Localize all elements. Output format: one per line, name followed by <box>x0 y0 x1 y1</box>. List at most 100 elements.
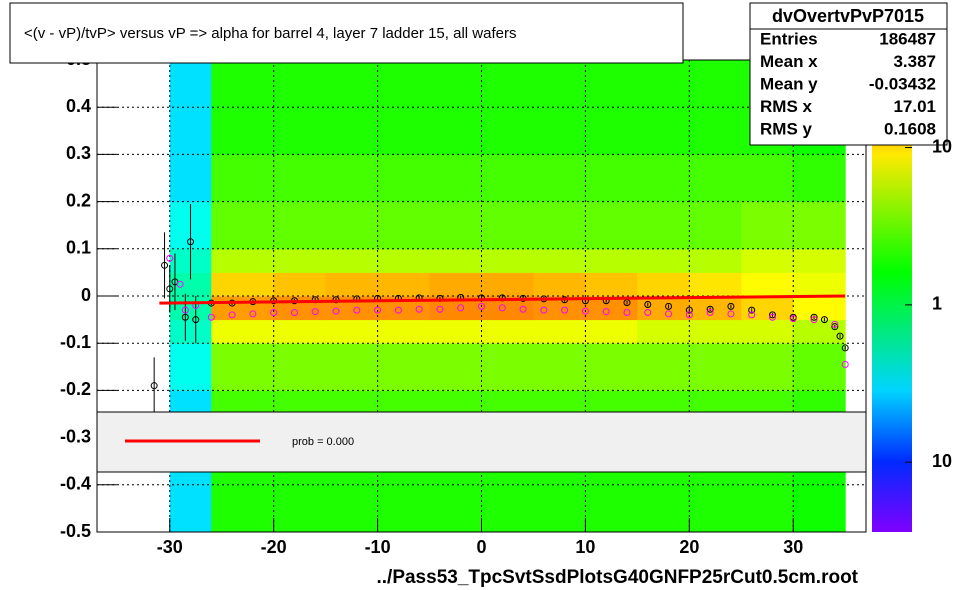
stats-value: 3.387 <box>893 52 936 71</box>
profile-point <box>166 254 174 262</box>
heat-cell <box>273 154 327 203</box>
heat-cell <box>211 319 275 344</box>
heat-cell <box>637 154 690 203</box>
profile-point <box>181 313 189 321</box>
heat-cell <box>325 248 379 273</box>
stats-value: -0.03432 <box>869 74 936 93</box>
heat-cell <box>273 319 327 344</box>
heat-cell <box>481 107 534 155</box>
heat-cell <box>325 107 379 155</box>
heat-cell <box>325 201 379 250</box>
stats-value: 0.1608 <box>884 119 936 138</box>
profile-point <box>623 309 631 317</box>
heat-cell <box>793 272 846 297</box>
heat-cell <box>741 201 794 250</box>
heat-cell <box>741 154 794 203</box>
stats-label: Mean y <box>760 74 818 93</box>
profile-point <box>748 306 756 314</box>
heat-cell <box>481 154 534 203</box>
heat-cell <box>741 272 794 297</box>
stats-title: dvOvertvPvP7015 <box>772 6 924 26</box>
profile-point <box>836 332 844 340</box>
heat-cell <box>533 154 586 203</box>
stats-value: 17.01 <box>893 97 936 116</box>
profile-point <box>181 306 189 314</box>
heat-cell <box>481 201 534 250</box>
x-tick-label: 10 <box>575 537 595 557</box>
heat-cell <box>533 319 586 344</box>
stats-label: RMS x <box>760 97 813 116</box>
profile-point <box>841 344 849 352</box>
profile-point <box>810 316 818 324</box>
profile-point <box>498 304 506 312</box>
heat-cell <box>377 60 431 108</box>
heat-cell <box>793 248 846 273</box>
heat-cell <box>637 319 690 344</box>
profile-point <box>353 306 361 314</box>
profile-point <box>561 306 569 314</box>
y-tick-label: -0.1 <box>60 332 91 352</box>
heat-cell <box>637 248 690 273</box>
heat-cell <box>429 484 482 533</box>
profile-point <box>810 313 818 321</box>
profile-point <box>332 307 340 315</box>
heat-cell <box>273 60 327 108</box>
profile-point <box>789 315 797 323</box>
x-tick-label: 20 <box>679 537 699 557</box>
profile-point <box>519 305 527 313</box>
profile-point <box>166 285 174 293</box>
heat-cell <box>637 484 690 533</box>
profile-point <box>540 306 548 314</box>
heat-cell <box>793 343 846 391</box>
profile-point <box>311 308 319 316</box>
heat-cell <box>741 319 794 344</box>
profile-point <box>768 311 776 319</box>
profile-point <box>665 302 673 310</box>
legend-label: prob = 0.000 <box>292 436 354 448</box>
heat-cell <box>481 319 534 344</box>
stats-box <box>749 2 948 146</box>
heat-cell <box>211 248 275 273</box>
y-tick-label: 0 <box>81 285 91 305</box>
heat-cell <box>211 272 275 297</box>
heat-cell <box>481 272 534 297</box>
profile-point <box>602 308 610 316</box>
heat-cell <box>429 343 482 391</box>
y-tick-label: -0.2 <box>60 379 91 399</box>
heat-cell <box>637 272 690 297</box>
heat-cell <box>533 248 586 273</box>
heat-cell <box>481 60 534 108</box>
profile-point <box>290 309 298 317</box>
heat-cell <box>211 107 275 155</box>
heat-cell <box>211 296 275 321</box>
profile-point <box>831 323 839 331</box>
y-tick-label: -0.5 <box>60 521 91 541</box>
heat-cell <box>585 107 638 155</box>
heat-cell <box>377 201 431 250</box>
stats-value: 186487 <box>879 29 936 48</box>
heat-cell <box>533 60 586 108</box>
heat-cell <box>637 296 690 321</box>
heat-cell <box>533 107 586 155</box>
heat-cell <box>211 343 275 391</box>
heat-cell <box>481 248 534 273</box>
profile-point <box>415 305 423 313</box>
heat-cell <box>793 319 846 344</box>
heat-cell <box>325 484 379 533</box>
y-tick-label: -0.4 <box>60 474 91 494</box>
heat-cell <box>689 60 742 108</box>
profile-point <box>768 313 776 321</box>
x-tick-label: 0 <box>476 537 486 557</box>
heat-cell <box>637 343 690 391</box>
heat-cell <box>533 201 586 250</box>
profile-point <box>270 309 278 317</box>
profile-point <box>644 309 652 317</box>
profile-point <box>727 310 735 318</box>
stats-label: RMS y <box>760 119 813 138</box>
heat-cell <box>533 343 586 391</box>
heat-cell <box>793 201 846 250</box>
profile-point <box>706 309 714 317</box>
heat-cell <box>169 60 212 108</box>
heat-cell <box>481 343 534 391</box>
